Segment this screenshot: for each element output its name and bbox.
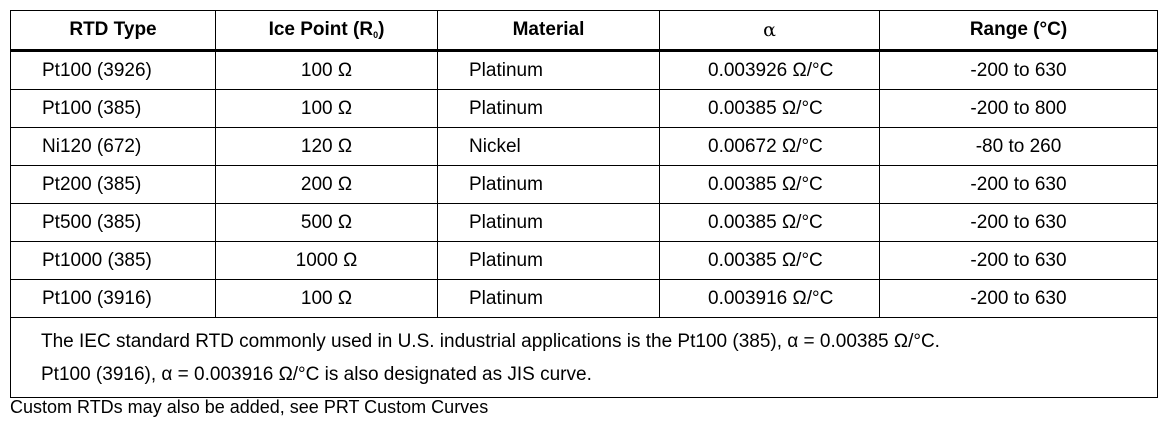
cell-alpha: 0.00672 Ω/°C <box>659 127 880 166</box>
rtd-types-table: RTD Type Ice Point (R0) Material α Range… <box>10 10 1158 398</box>
notes-cell: The IEC standard RTD commonly used in U.… <box>10 317 1158 398</box>
cell-alpha: 0.00385 Ω/°C <box>659 241 880 280</box>
cell-rtd-type: Ni120 (672) <box>10 127 216 166</box>
cell-range: -200 to 630 <box>879 165 1158 204</box>
header-alpha: α <box>659 10 880 52</box>
cell-range: -200 to 800 <box>879 89 1158 128</box>
header-ice-point-close: ) <box>378 19 385 40</box>
cell-rtd-type: Pt500 (385) <box>10 203 216 242</box>
cell-range: -200 to 630 <box>879 50 1158 90</box>
header-ice-point-subscript: 0 <box>373 30 379 40</box>
cell-ice-point: 500 Ω <box>215 203 438 242</box>
header-range: Range (°C) <box>879 10 1158 52</box>
cell-ice-point: 100 Ω <box>215 89 438 128</box>
cell-material: Platinum <box>437 89 660 128</box>
cell-rtd-type: Pt100 (3916) <box>10 279 216 318</box>
note-jis-curve: Pt100 (3916), α = 0.003916 Ω/°C is also … <box>41 364 592 385</box>
note-iec-standard: The IEC standard RTD commonly used in U.… <box>41 331 940 352</box>
header-material: Material <box>437 10 660 52</box>
cell-rtd-type: Pt100 (385) <box>10 89 216 128</box>
cell-material: Nickel <box>437 127 660 166</box>
cell-alpha: 0.00385 Ω/°C <box>659 89 880 128</box>
table-row: Pt1000 (385) 1000 Ω Platinum 0.00385 Ω/°… <box>10 241 1158 280</box>
table-row: Pt100 (3926) 100 Ω Platinum 0.003926 Ω/°… <box>10 50 1158 90</box>
custom-rtd-note: Custom RTDs may also be added, see PRT C… <box>10 397 489 417</box>
notes-row: The IEC standard RTD commonly used in U.… <box>10 317 1158 398</box>
cell-material: Platinum <box>437 203 660 242</box>
cell-alpha: 0.003916 Ω/°C <box>659 279 880 318</box>
table-row: Pt200 (385) 200 Ω Platinum 0.00385 Ω/°C … <box>10 165 1158 204</box>
header-ice-point-label: Ice Point (R <box>268 19 374 40</box>
table-row: Pt100 (3916) 100 Ω Platinum 0.003916 Ω/°… <box>10 279 1158 318</box>
table-row: Pt500 (385) 500 Ω Platinum 0.00385 Ω/°C … <box>10 203 1158 242</box>
cell-ice-point: 100 Ω <box>215 50 438 90</box>
cell-rtd-type: Pt100 (3926) <box>10 50 216 90</box>
cell-ice-point: 120 Ω <box>215 127 438 166</box>
cell-range: -80 to 260 <box>879 127 1158 166</box>
cell-ice-point: 200 Ω <box>215 165 438 204</box>
cell-range: -200 to 630 <box>879 241 1158 280</box>
table-row: Pt100 (385) 100 Ω Platinum 0.00385 Ω/°C … <box>10 89 1158 128</box>
cell-material: Platinum <box>437 241 660 280</box>
cell-alpha: 0.00385 Ω/°C <box>659 203 880 242</box>
cell-material: Platinum <box>437 50 660 90</box>
header-rtd-type: RTD Type <box>10 10 216 52</box>
cell-rtd-type: Pt1000 (385) <box>10 241 216 280</box>
cell-range: -200 to 630 <box>879 279 1158 318</box>
table-row: Ni120 (672) 120 Ω Nickel 0.00672 Ω/°C -8… <box>10 127 1158 166</box>
cell-alpha: 0.00385 Ω/°C <box>659 165 880 204</box>
cell-material: Platinum <box>437 165 660 204</box>
cell-ice-point: 100 Ω <box>215 279 438 318</box>
cell-rtd-type: Pt200 (385) <box>10 165 216 204</box>
header-ice-point: Ice Point (R0) <box>215 10 438 52</box>
cell-range: -200 to 630 <box>879 203 1158 242</box>
header-row: RTD Type Ice Point (R0) Material α Range… <box>10 10 1158 52</box>
cell-ice-point: 1000 Ω <box>215 241 438 280</box>
cell-alpha: 0.003926 Ω/°C <box>659 50 880 90</box>
cell-material: Platinum <box>437 279 660 318</box>
